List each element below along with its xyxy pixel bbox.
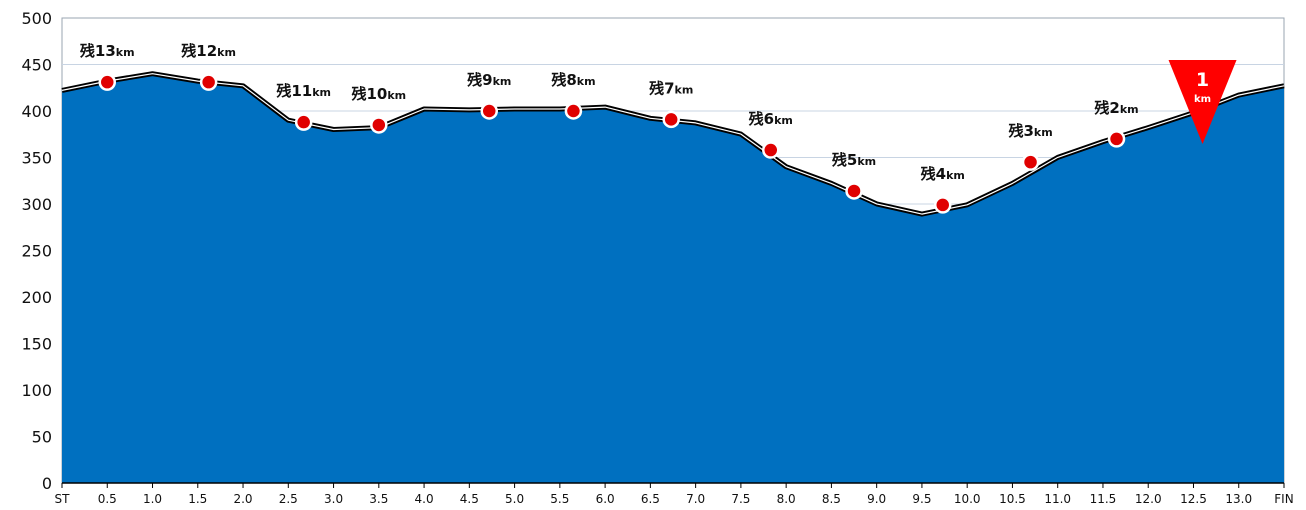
distance-marker-label: 残4km: [921, 165, 965, 183]
distance-marker-label: 残10km: [351, 85, 406, 103]
x-tick-label: 4.0: [415, 492, 434, 506]
marker-layer: 残13km 残12km 残11km 残10km 残9km 残8km 残7km 残6km 残5km…: [80, 42, 1139, 214]
distance-marker-label: 残6km: [749, 110, 793, 128]
y-tick-label: 150: [21, 335, 52, 354]
x-tick-label: 12.5: [1180, 492, 1207, 506]
distance-marker-label: 残12km: [181, 42, 236, 60]
distance-marker-label: 残8km: [551, 71, 595, 89]
x-tick-label: 5.0: [505, 492, 524, 506]
distance-marker-dot: [1021, 153, 1040, 171]
x-tick-label: 1.5: [188, 492, 207, 506]
x-tick-label: ST: [55, 492, 71, 506]
distance-marker-dot: [762, 141, 780, 159]
y-tick-label: 250: [21, 242, 52, 261]
y-tick-label: 450: [21, 56, 52, 75]
distance-marker-label: 残7km: [649, 79, 693, 97]
x-tick-label: 1.0: [143, 492, 162, 506]
x-tick-label: 3.5: [369, 492, 388, 506]
distance-marker-label: 残2km: [1094, 99, 1138, 117]
x-tick-label: 11.5: [1090, 492, 1117, 506]
x-tick-label: 8.5: [822, 492, 841, 506]
x-tick-label: 6.0: [596, 492, 615, 506]
y-tick-label: 0: [42, 474, 52, 493]
x-tick-label: 10.5: [999, 492, 1026, 506]
distance-marker-dot: [480, 102, 498, 120]
distance-marker-dot: [564, 102, 583, 120]
x-tick-label: 8.0: [777, 492, 796, 506]
last-km-flag-number: 1: [1196, 69, 1209, 91]
flag-layer: 1 km: [1168, 60, 1237, 144]
x-tick-label: 9.0: [867, 492, 886, 506]
distance-marker-dot: [199, 73, 218, 91]
x-tick-label: 11.0: [1044, 492, 1071, 506]
distance-marker-dot: [845, 182, 863, 200]
x-tick-label: 0.5: [98, 492, 117, 506]
distance-marker-dot: [933, 196, 952, 214]
distance-marker-dot: [294, 113, 313, 131]
distance-marker-label: 残3km: [1008, 122, 1052, 140]
last-km-flag-unit: km: [1194, 94, 1211, 105]
x-tick-label: 6.5: [641, 492, 660, 506]
distance-marker-label: 残11km: [276, 82, 331, 100]
distance-marker-label: 残5km: [832, 151, 876, 169]
y-tick-label: 350: [21, 149, 52, 168]
x-tick-label: 4.5: [460, 492, 479, 506]
x-tick-label: FIN: [1274, 492, 1293, 506]
x-tick-label: 2.0: [233, 492, 252, 506]
distance-marker-dot: [1107, 130, 1126, 148]
distance-marker-dot: [370, 116, 388, 134]
y-tick-label: 500: [21, 9, 52, 28]
x-tick-label: 9.5: [912, 492, 931, 506]
distance-marker-dot: [662, 110, 680, 129]
x-tick-label: 5.5: [550, 492, 569, 506]
x-tick-label: 3.0: [324, 492, 343, 506]
y-tick-label: 100: [21, 381, 52, 400]
x-tick-label: 13.0: [1225, 492, 1252, 506]
elevation-area: [62, 75, 1284, 483]
distance-marker-dot: [98, 73, 117, 91]
y-tick-label: 200: [21, 288, 52, 307]
x-tick-label: 12.0: [1135, 492, 1162, 506]
x-tick-label: 2.5: [279, 492, 298, 506]
axis-layer: 0 50 100 150 200 250 300 350 400 450 500 ST 0.5 1.0 1.…: [21, 9, 1293, 506]
y-tick-label: 50: [32, 428, 52, 447]
distance-marker-label: 残9km: [467, 71, 511, 89]
x-tick-label: 7.5: [731, 492, 750, 506]
y-tick-label: 400: [21, 102, 52, 121]
distance-marker-label: 残13km: [80, 42, 135, 60]
last-km-flag: [1168, 60, 1237, 144]
y-tick-label: 300: [21, 195, 52, 214]
x-tick-label: 7.0: [686, 492, 705, 506]
x-tick-label: 10.0: [954, 492, 981, 506]
